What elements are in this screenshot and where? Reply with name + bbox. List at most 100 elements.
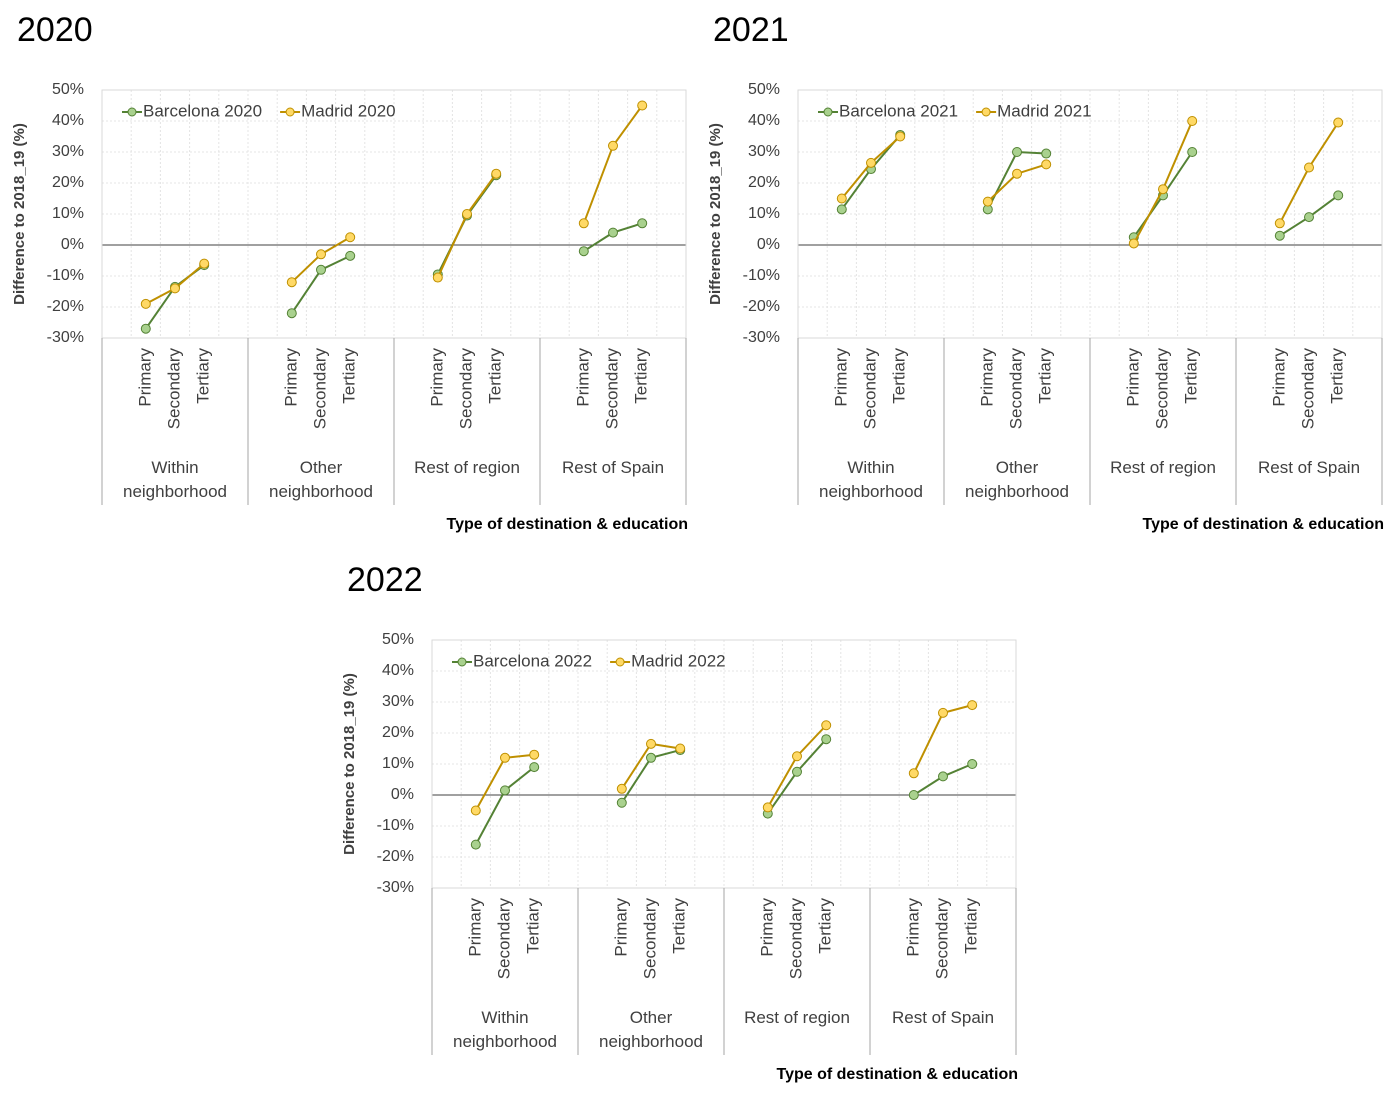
marker [286,277,297,288]
x-tick-label: Primary [977,348,996,407]
x-tick-label: Primary [573,348,592,407]
x-tick-label: Secondary [640,898,659,980]
y-tick-label: 0% [61,236,84,253]
chart-title: 2021 [713,11,789,49]
y-tick-label: 50% [748,81,780,98]
marker [608,140,618,151]
series-line [1278,122,1340,224]
marker [1012,147,1022,157]
marker [1304,212,1314,223]
x-tick-label: Primary [1123,348,1142,407]
legend-marker [823,107,833,117]
marker [345,250,356,261]
x-tick-label: Secondary [456,348,475,430]
legend-label: Madrid 2021 [997,101,1092,120]
series-line [582,104,644,224]
marker [1187,116,1198,126]
x-tick-label: Primary [1269,348,1288,407]
legend-label: Madrid 2020 [301,101,396,120]
group-label: Rest of region [744,1008,850,1027]
x-tick-label: Primary [135,348,154,407]
y-tick-label: -10% [47,267,84,284]
marker [529,762,540,773]
marker [821,734,832,745]
series-line [986,150,1047,210]
marker [675,743,686,754]
x-tick-label: Tertiary [890,348,909,404]
x-tick-label: Primary [903,898,922,957]
marker [895,131,906,142]
marker [1274,230,1285,241]
y-axis-label: Difference to 2018_19 (%) [341,673,358,855]
y-tick-label: 50% [382,631,414,648]
marker [491,168,502,179]
legend-label: Barcelona 2022 [473,651,592,670]
legend-label: Barcelona 2021 [839,101,958,120]
y-tick-label: -20% [743,298,780,315]
y-tick-label: 30% [382,693,414,710]
marker [470,805,481,816]
y-tick-label: -10% [743,267,780,284]
marker [938,771,948,782]
y-axis-label: Difference to 2018_19 (%) [11,123,28,305]
y-tick-label: -30% [377,879,414,896]
y-tick-label: 20% [52,174,84,191]
series-line [620,742,681,790]
group-label: Other neighborhood [269,458,373,501]
marker [578,218,589,229]
marker [982,196,993,207]
marker [792,751,802,762]
marker [1187,147,1198,157]
marker [637,218,648,229]
x-tick-label: Primary [465,898,484,957]
x-axis-label: Type of destination & education [1143,516,1385,533]
x-tick-label: Tertiary [194,348,213,404]
y-tick-label: -30% [47,329,84,346]
legend-marker [981,107,991,117]
marker [1041,148,1052,159]
y-tick-label: -10% [377,817,414,834]
y-tick-label: -20% [47,298,84,315]
x-tick-label: Tertiary [632,348,651,404]
marker [1158,184,1168,195]
y-tick-label: 40% [52,112,84,129]
x-tick-label: Secondary [786,898,805,980]
chart-title: 2020 [17,11,93,49]
x-tick-label: Secondary [164,348,183,430]
chart-title: 2022 [347,561,423,599]
marker [140,298,151,309]
marker [462,209,472,219]
legend-marker [127,107,137,117]
y-tick-label: 20% [382,724,414,741]
series-line [436,173,498,278]
marker [967,759,978,769]
x-tick-label: Tertiary [1036,348,1055,404]
series-line [144,264,205,330]
marker [866,157,876,168]
group-label: Within neighborhood [819,458,923,501]
marker [140,323,151,334]
marker [1274,218,1285,229]
marker [199,258,210,269]
y-tick-label: 0% [391,786,414,803]
marker [1012,168,1022,179]
group-label: Rest of region [414,458,520,477]
group-label: Within neighborhood [453,1008,557,1051]
marker [345,232,356,243]
marker [616,783,627,794]
series-line [474,766,535,846]
x-tick-label: Primary [281,348,300,407]
marker [762,802,773,813]
x-tick-label: Primary [831,348,850,407]
marker [500,785,510,796]
group-label: Other neighborhood [599,1008,703,1051]
x-tick-label: Tertiary [962,898,981,954]
x-tick-label: Tertiary [670,898,689,954]
legend-label: Madrid 2022 [631,651,726,670]
x-tick-label: Tertiary [1328,348,1347,404]
marker [938,707,948,718]
y-tick-label: 10% [748,205,780,222]
series-line [474,753,535,811]
x-tick-label: Tertiary [486,348,505,404]
